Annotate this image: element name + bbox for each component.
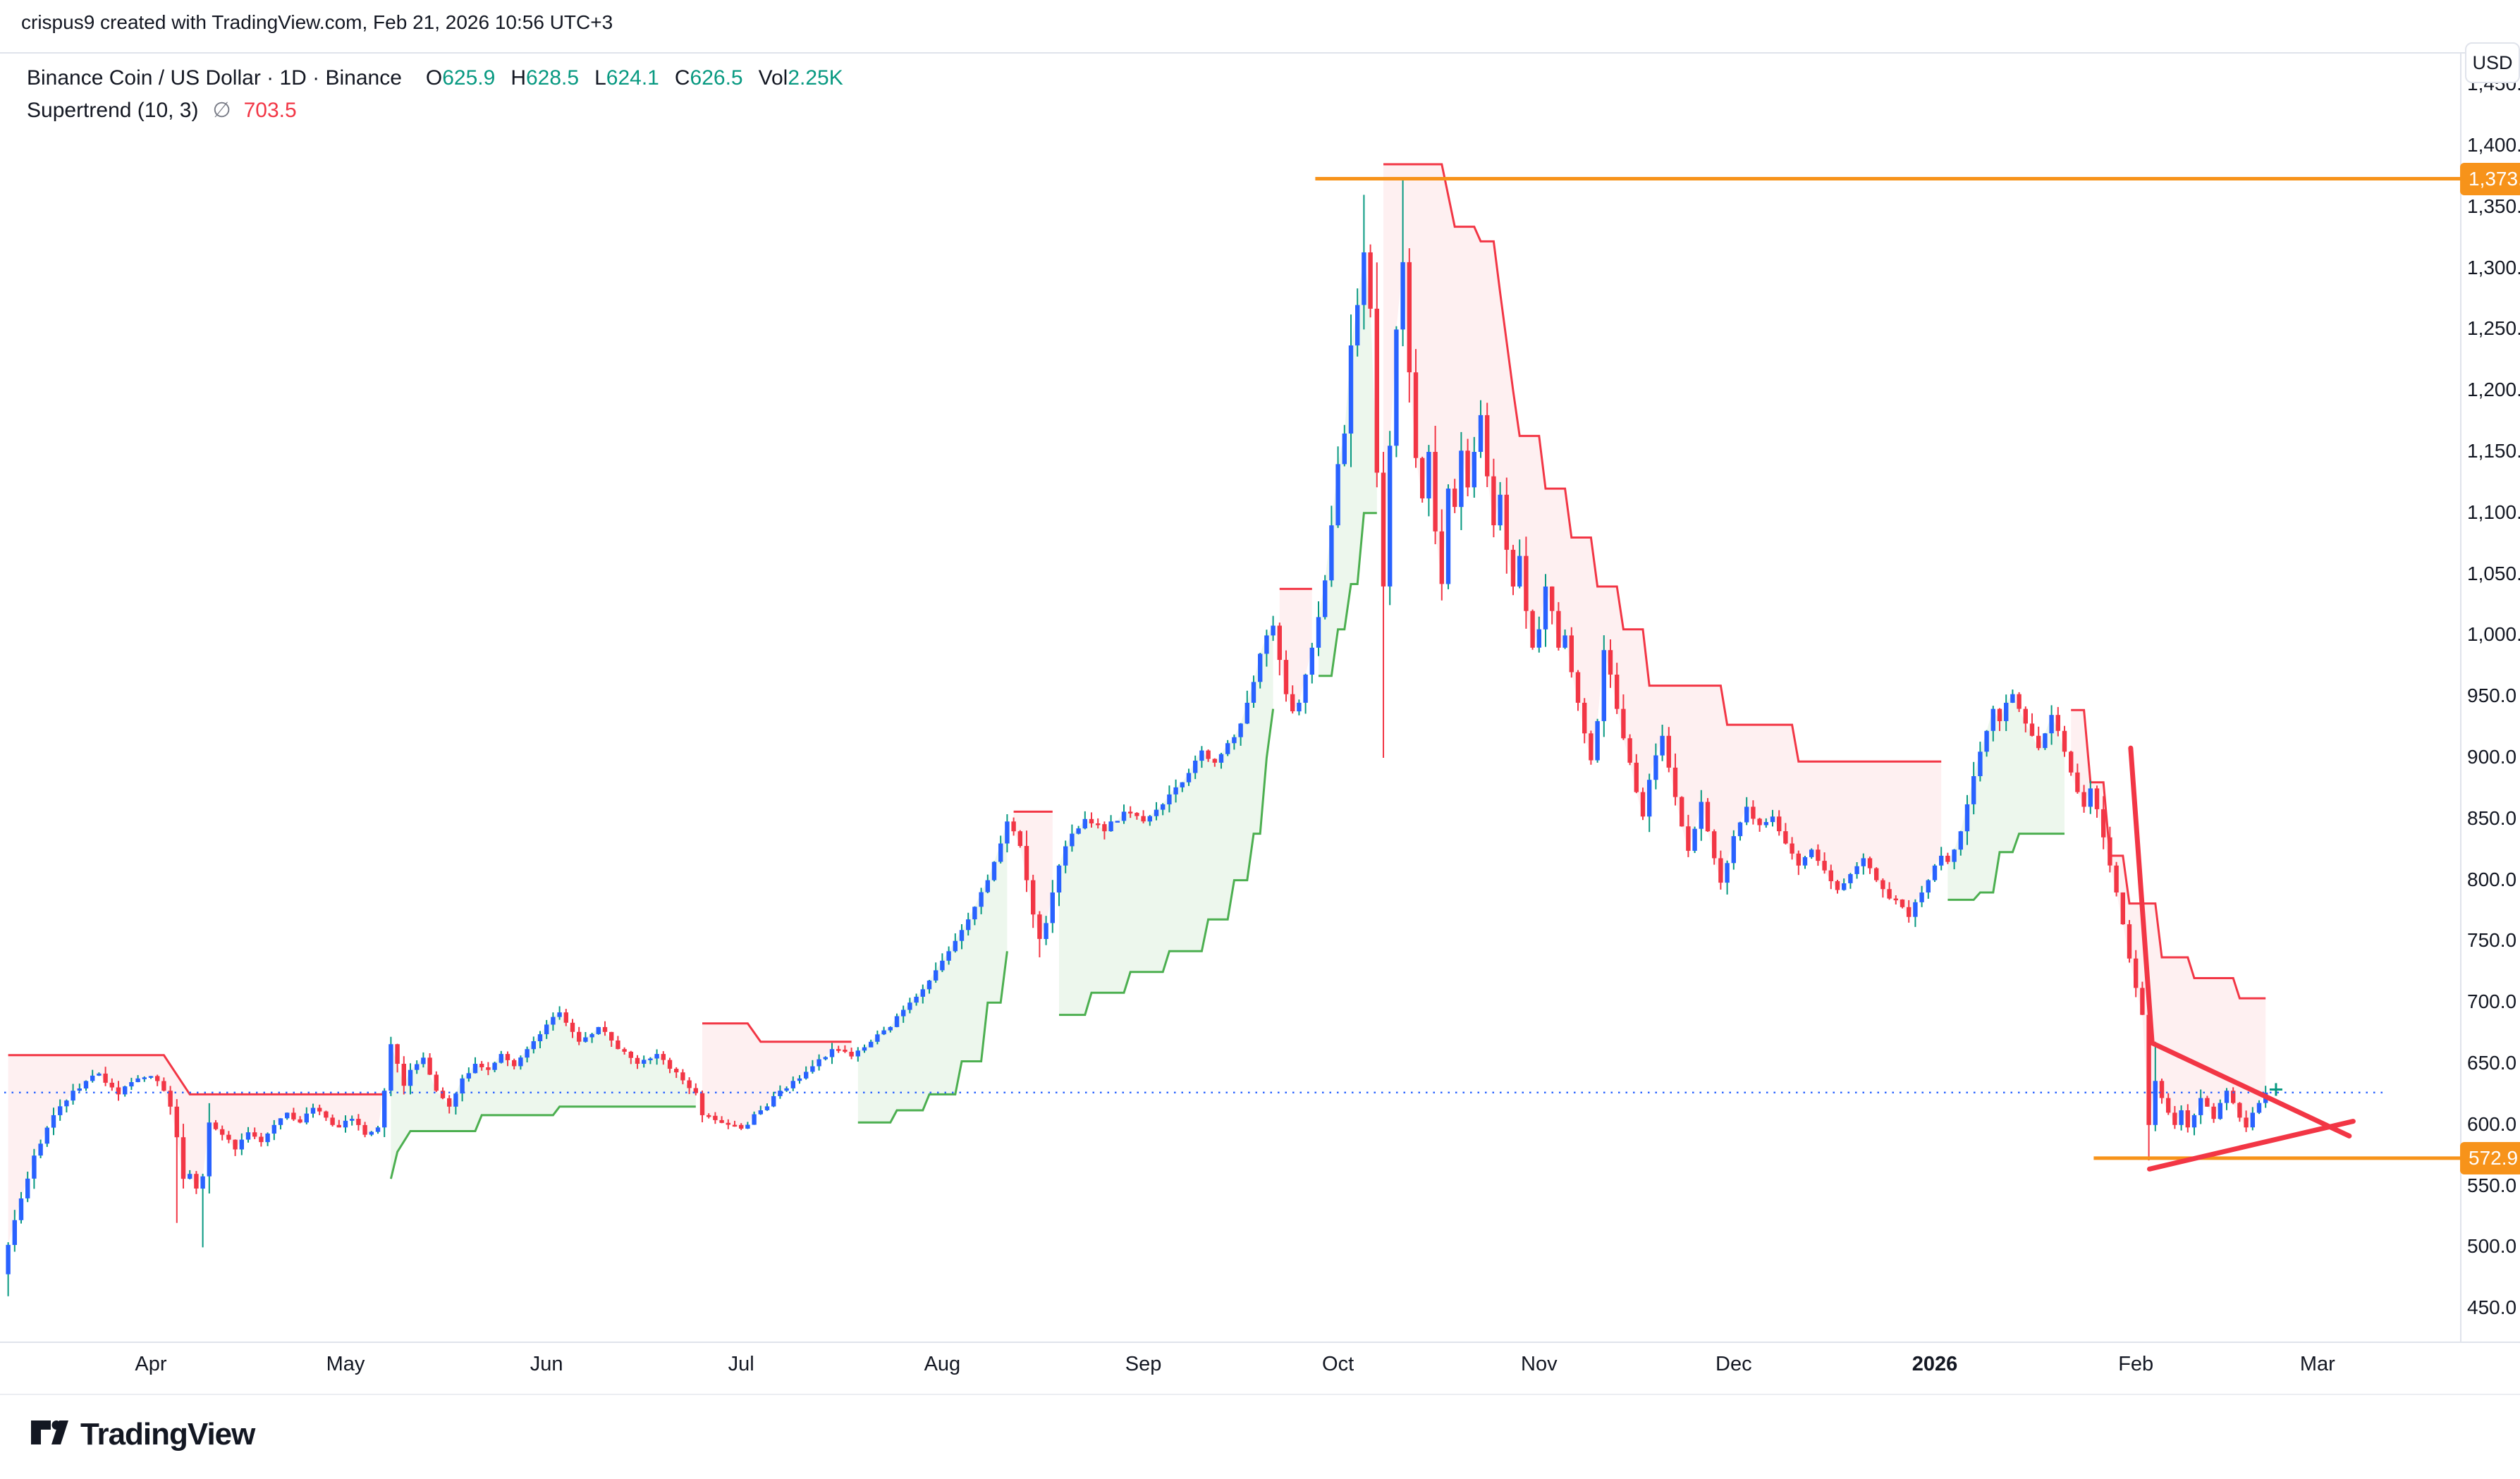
time-tick-label: Mar [2299,1353,2335,1375]
attribution-text: crispus9 created with TradingView.com, F… [21,11,613,33]
price-tick-label: 1,400.0 [2467,134,2520,156]
price-level-tag[interactable]: 572.9 [2460,1141,2520,1174]
time-tick-label: May [326,1353,365,1375]
price-tick-label: 900.0 [2467,746,2517,768]
time-tick-label: Jul [728,1353,754,1375]
price-level-tag[interactable]: 1,373.2 [2460,162,2520,195]
close-label: C [674,66,690,90]
price-tick-label: 750.0 [2467,929,2517,952]
volume-value: 2.25K [788,66,843,90]
price-tick-label: 1,000.0 [2467,623,2520,646]
price-tick-label: 450.0 [2467,1296,2517,1319]
top-separator [0,52,2520,54]
time-tick-label: Oct [1322,1353,1354,1375]
price-tick-label: 1,150.0 [2467,440,2520,462]
time-tick-label: Dec [1715,1353,1752,1375]
price-tick-label: 1,250.0 [2467,317,2520,340]
time-tick-label: Feb [2118,1353,2154,1375]
time-tick-label: Jun [530,1353,563,1375]
chart-legend: Binance Coin / US Dollar · 1D · Binance … [27,62,843,127]
indicator-name: Supertrend (10, 3) [27,99,199,122]
time-tick-label: Aug [924,1353,961,1375]
time-axis[interactable]: Apr May Jun Jul Aug Sep Oct Nov Dec 2026 Feb Mar [0,1343,2460,1394]
price-axis[interactable]: 1,373.2572.91,450.01,400.01,350.01,300.0… [2460,52,2520,1342]
price-tick-label: 950.0 [2467,685,2517,707]
close-value: 626.5 [690,66,743,90]
bottom-separator [0,1394,2520,1395]
high-label: H [510,66,526,90]
time-axis-separator [0,1342,2520,1343]
price-tick-label: 650.0 [2467,1052,2517,1074]
price-tick-label: 1,300.0 [2467,256,2520,278]
price-tick-label: 1,050.0 [2467,562,2520,584]
low-label: L [594,66,606,90]
tradingview-logo-icon [28,1412,69,1456]
empty-set-icon: ∅ [212,99,231,122]
open-value: 625.9 [442,66,496,90]
time-tick-label: Nov [1521,1353,1558,1375]
price-tick-label: 700.0 [2467,990,2517,1013]
tradingview-logo[interactable]: TradingView [28,1412,255,1456]
price-tick-label: 600.0 [2467,1112,2517,1135]
volume-label: Vol [758,66,788,90]
legend-symbol-row[interactable]: Binance Coin / US Dollar · 1D · Binance … [27,62,843,94]
price-tick-label: 550.0 [2467,1174,2517,1196]
time-tick-label: Apr [135,1353,167,1375]
time-tick-label: Sep [1125,1353,1162,1375]
open-label: O [425,66,443,90]
price-tick-label: 1,200.0 [2467,379,2520,401]
indicator-value: 703.5 [243,99,297,122]
high-value: 628.5 [526,66,580,90]
price-tick-label: 1,100.0 [2467,501,2520,523]
low-value: 624.1 [606,66,659,90]
symbol-title: Binance Coin / US Dollar · 1D · Binance [27,66,402,90]
legend-indicator-row[interactable]: Supertrend (10, 3) ∅ 703.5 [27,94,843,127]
price-axis-separator [2460,52,2461,1343]
price-tick-label: 1,350.0 [2467,195,2520,217]
price-tick-label: 800.0 [2467,868,2517,890]
price-tick-label: 500.0 [2467,1235,2517,1258]
time-tick-label: 2026 [1912,1353,1958,1375]
price-tick-label: 850.0 [2467,806,2517,829]
tradingview-wordmark: TradingView [80,1416,255,1452]
currency-toggle-button[interactable]: USD [2465,42,2520,83]
